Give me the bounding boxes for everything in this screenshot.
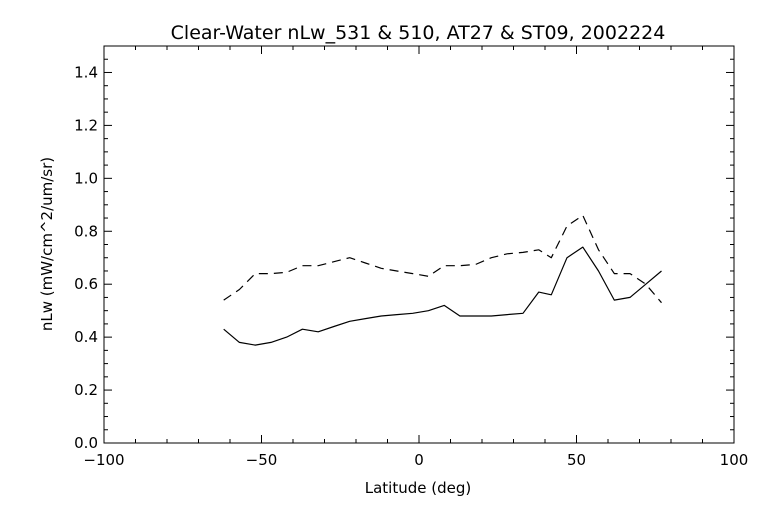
chart-title: Clear-Water nLw_531 & 510, AT27 & ST09, … (171, 22, 666, 44)
y-tick-label: 1.4 (74, 63, 98, 81)
y-tick-label: 0.8 (74, 222, 98, 240)
x-tick-label: 50 (567, 451, 586, 469)
y-tick-labels: 0.0 0.2 0.4 0.6 0.8 1.0 1.2 1.4 (74, 63, 98, 452)
x-tick-labels: −100 −50 0 50 100 (83, 451, 748, 469)
series-line-solid (223, 246, 662, 346)
y-tick-label: 0.6 (74, 275, 98, 293)
y-tick-label: 0.0 (74, 434, 98, 452)
y-axis-label: nLw (mW/cm^2/um/sr) (38, 157, 56, 331)
y-tick-label: 0.4 (74, 328, 98, 346)
axis-ticks (103, 45, 735, 444)
y-tick-label: 1.0 (74, 169, 98, 187)
y-tick-label: 0.2 (74, 381, 98, 399)
x-tick-label: −100 (83, 451, 124, 469)
y-tick-label: 1.2 (74, 116, 98, 134)
series-line-dashed (223, 214, 662, 304)
x-tick-label: 100 (720, 451, 749, 469)
plot-frame (103, 45, 735, 444)
x-tick-label: −50 (246, 451, 278, 469)
x-axis-label: Latitude (deg) (365, 479, 471, 497)
x-tick-label: 0 (414, 451, 424, 469)
series-lines (223, 214, 662, 346)
